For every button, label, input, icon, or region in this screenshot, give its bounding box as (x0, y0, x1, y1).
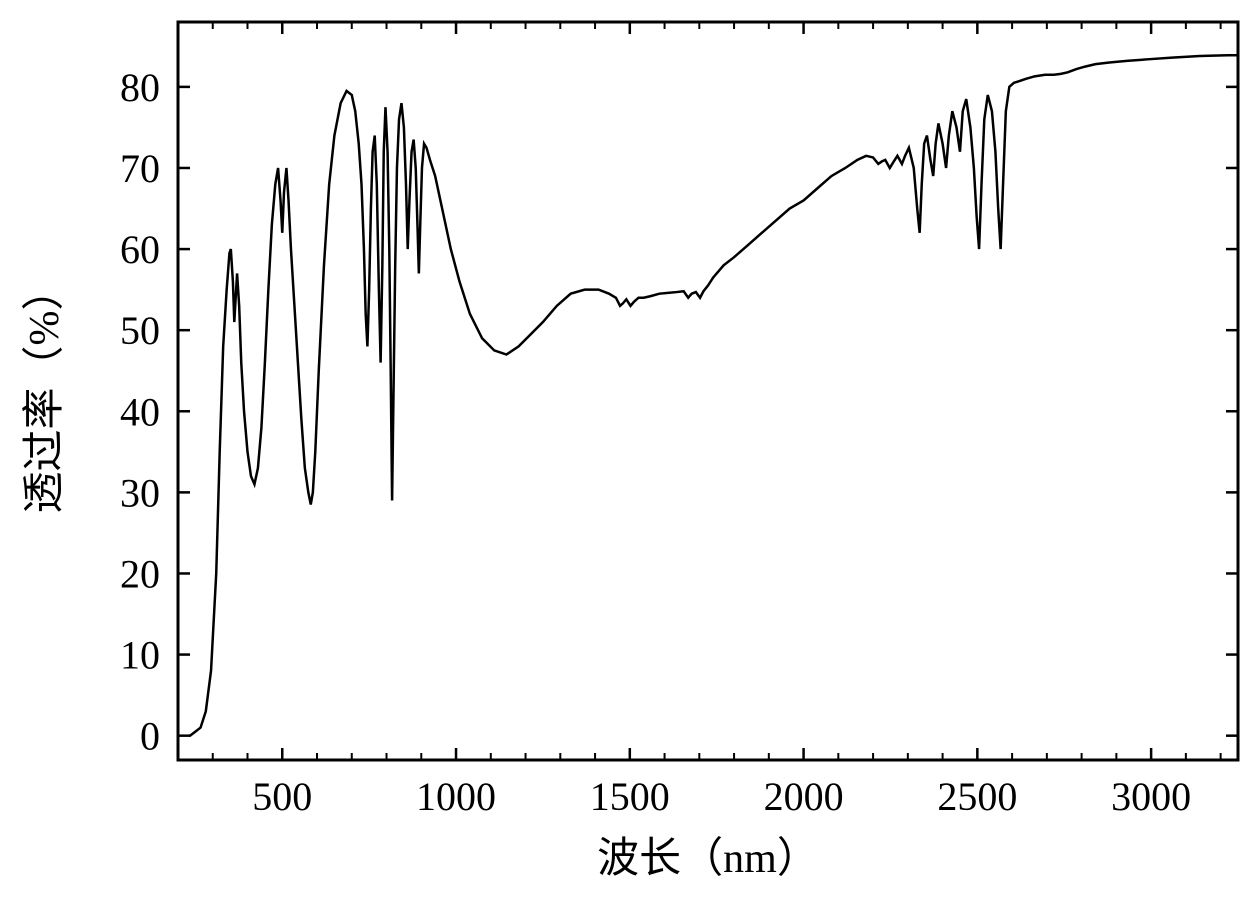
y-tick-label: 80 (120, 65, 160, 110)
x-tick-label: 500 (252, 774, 312, 819)
y-tick-label: 60 (120, 227, 160, 272)
y-tick-label: 30 (120, 470, 160, 515)
x-axis-label: 波长（nm） (597, 836, 819, 882)
x-tick-label: 1500 (590, 774, 670, 819)
transmittance-chart: 500 1000 1500 2000 2500 3000 0 10 20 30 40 50 60 70 80… (0, 0, 1248, 903)
y-tick-label: 20 (120, 551, 160, 596)
chart-svg: 500 1000 1500 2000 2500 3000 0 10 20 30 40 50 60 70 80… (0, 0, 1248, 903)
y-axis-label: 透过率（%） (21, 269, 68, 514)
y-tick-label: 70 (120, 146, 160, 191)
y-tick-label: 40 (120, 389, 160, 434)
y-tick-label: 10 (120, 633, 160, 678)
x-tick-label: 1000 (416, 774, 496, 819)
y-tick-label: 0 (140, 714, 160, 759)
transmittance-curve (188, 55, 1238, 735)
y-tick-label: 50 (120, 308, 160, 353)
x-tick-label: 2000 (764, 774, 844, 819)
x-tick-label: 2500 (937, 774, 1017, 819)
x-tick-label: 3000 (1111, 774, 1191, 819)
